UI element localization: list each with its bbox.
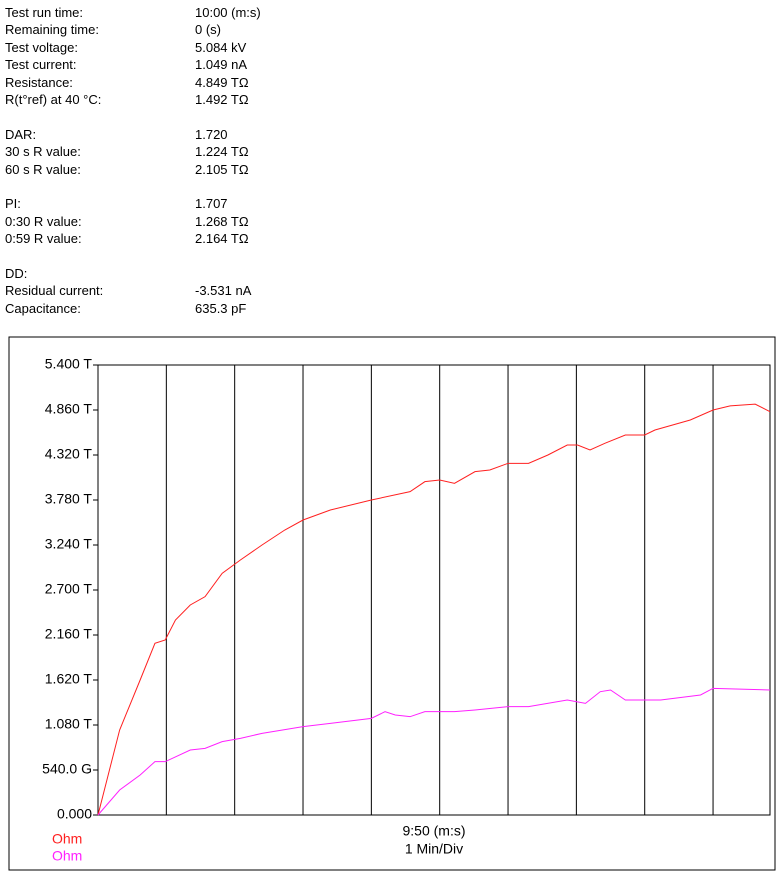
y-tick-label: 3.780 T <box>45 491 93 507</box>
info-value: 2.164 TΩ <box>195 231 249 247</box>
info-label: Capacitance: <box>5 300 81 316</box>
y-tick-label: 4.860 T <box>45 401 93 417</box>
info-label: PI: <box>5 196 21 212</box>
info-label: Remaining time: <box>5 22 99 38</box>
info-value: 4.849 TΩ <box>195 74 249 90</box>
info-label: Residual current: <box>5 283 104 299</box>
info-row: 30 s R value: 1.224 TΩ <box>5 143 261 160</box>
chart-frame <box>8 336 776 871</box>
y-tick-label: 2.700 T <box>45 581 93 597</box>
info-label: DAR: <box>5 126 37 142</box>
info-row: Residual current: -3.531 nA <box>5 282 261 299</box>
info-value: 1.049 nA <box>195 57 248 73</box>
x-axis-label: 9:50 (m:s) <box>402 823 465 839</box>
info-value: 1.492 TΩ <box>195 91 249 107</box>
info-row: 0:30 R value: 1.268 TΩ <box>5 213 261 230</box>
info-label: 60 s R value: <box>5 161 81 177</box>
info-row: Resistance: 4.849 TΩ <box>5 74 261 91</box>
info-row: DAR: 1.720 <box>5 126 261 143</box>
info-value: 1.720 <box>195 126 228 142</box>
info-value: 1.268 TΩ <box>195 213 249 229</box>
info-value: 1.707 <box>195 196 228 212</box>
y-tick-label: 4.320 T <box>45 446 93 462</box>
info-row: 60 s R value: 2.105 TΩ <box>5 161 261 178</box>
info-row: PI: 1.707 <box>5 195 261 212</box>
info-row: Test run time: 10:00 (m:s) <box>5 4 261 21</box>
legend-entry: Ohm <box>52 831 82 847</box>
info-label: DD: <box>5 265 28 281</box>
series-line <box>97 403 771 816</box>
info-label: 0:30 R value: <box>5 213 82 229</box>
info-row: 0:59 R value: 2.164 TΩ <box>5 230 261 247</box>
info-group: PI: 1.707 0:30 R value: 1.268 TΩ 0:59 R valu… <box>5 195 261 247</box>
series-line <box>97 687 771 816</box>
info-panel: Test run time: 10:00 (m:s) Remaining time:… <box>5 4 261 334</box>
info-group: DAR: 1.720 30 s R value: 1.224 TΩ 60 s R val… <box>5 126 261 178</box>
info-label: Test voltage: <box>5 39 78 55</box>
info-value: 1.224 TΩ <box>195 144 249 160</box>
info-label: 30 s R value: <box>5 144 81 160</box>
y-tick-label: 2.160 T <box>45 626 93 642</box>
info-value: 5.084 kV <box>195 39 247 55</box>
info-value: 0 (s) <box>195 22 221 38</box>
info-row: Remaining time: 0 (s) <box>5 21 261 38</box>
info-group: Test run time: 10:00 (m:s) Remaining time:… <box>5 4 261 108</box>
y-tick-label: 5.400 T <box>45 356 93 372</box>
info-value: 2.105 TΩ <box>195 161 249 177</box>
info-value: 10:00 (m:s) <box>195 5 261 20</box>
y-tick-label: 1.620 T <box>45 671 93 687</box>
info-value: -3.531 nA <box>195 283 252 299</box>
info-row: DD: <box>5 265 261 282</box>
info-row: Test current: 1.049 nA <box>5 56 261 73</box>
info-label: R(t°ref) at 40 °C: <box>5 91 102 107</box>
info-label: 0:59 R value: <box>5 231 82 247</box>
info-label: Resistance: <box>5 74 73 90</box>
y-tick-label: 3.240 T <box>45 536 93 552</box>
info-row: Test voltage: 5.084 kV <box>5 39 261 56</box>
info-row: Capacitance: 635.3 pF <box>5 300 261 317</box>
y-tick-label: 540.0 G <box>42 761 92 777</box>
plot-area <box>97 364 771 816</box>
info-row: R(t°ref) at 40 °C: 1.492 TΩ <box>5 91 261 108</box>
x-axis-sublabel: 1 Min/Div <box>405 841 463 857</box>
info-group: DD: Residual current: -3.531 nA Capacitance… <box>5 265 261 317</box>
info-value: 635.3 pF <box>195 300 247 316</box>
legend-entry: Ohm <box>52 848 82 864</box>
y-tick-label: 1.080 T <box>45 716 93 732</box>
info-label: Test run time: <box>5 5 84 20</box>
info-label: Test current: <box>5 57 77 73</box>
y-tick-label: 0.000 <box>57 806 92 822</box>
